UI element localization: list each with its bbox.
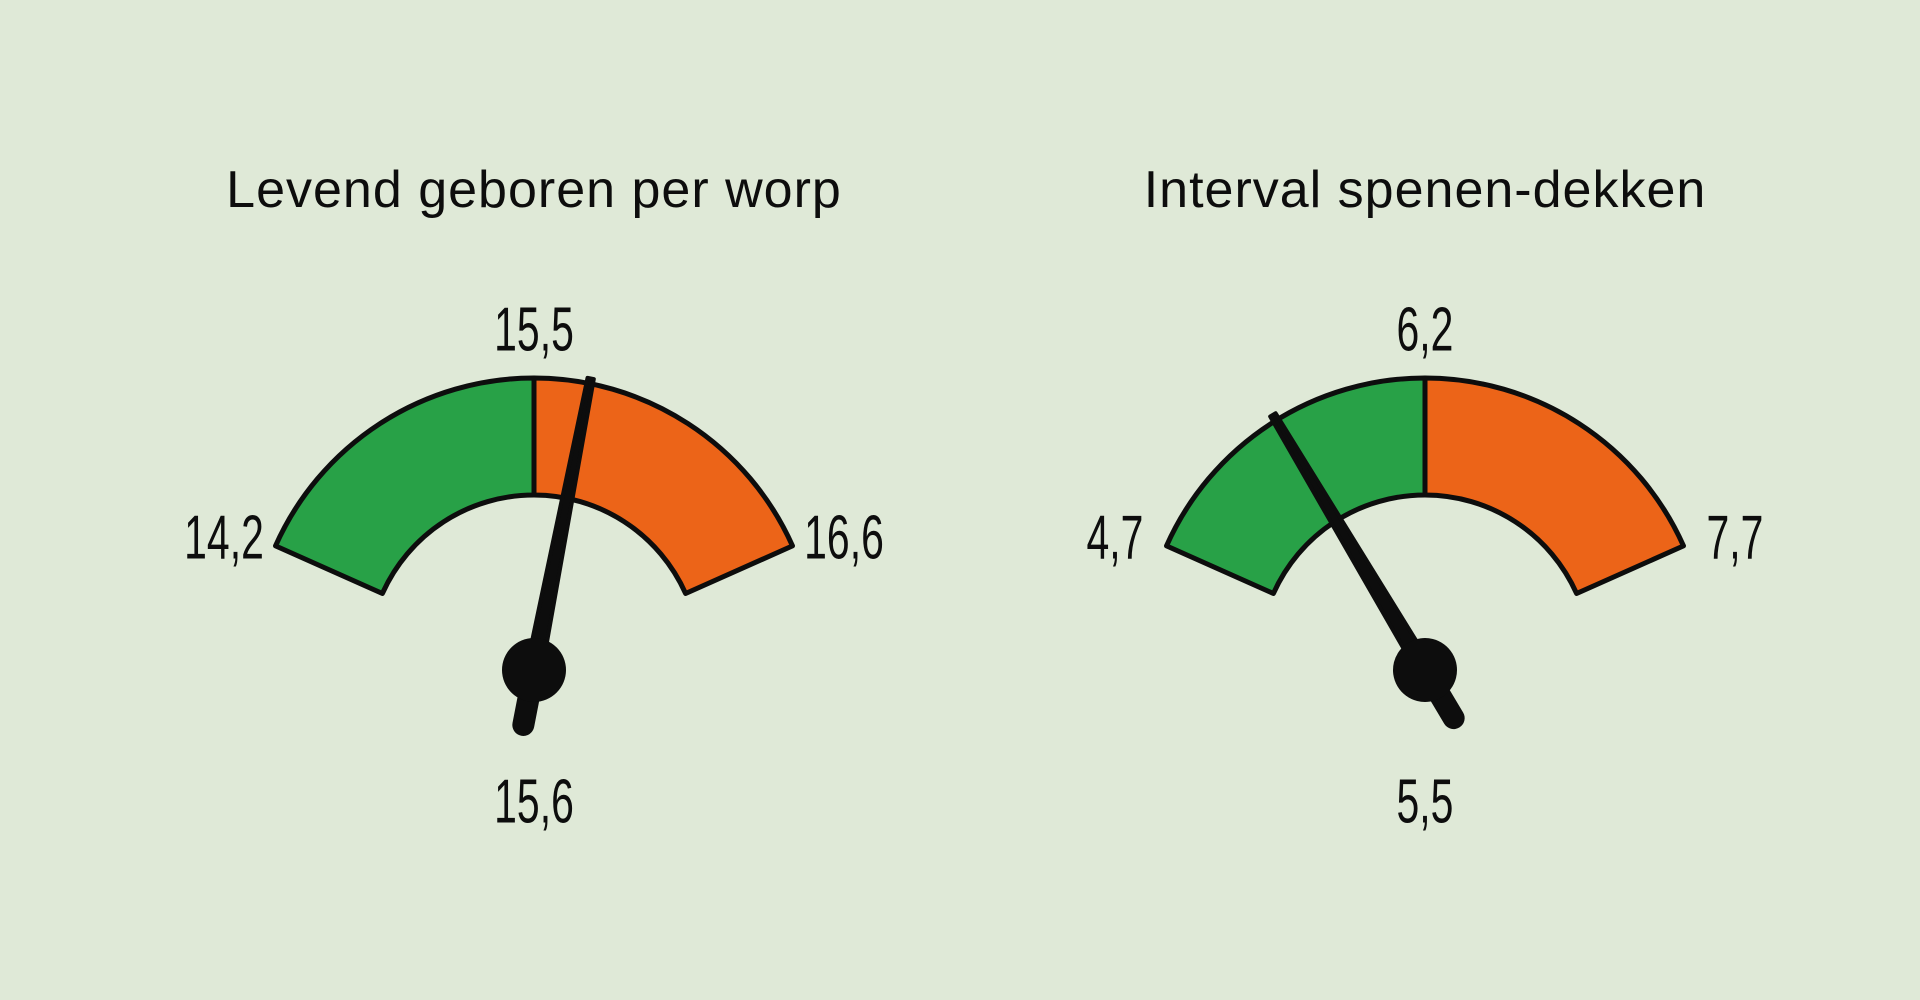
gauge-threshold-label: 6,2 [1396,295,1454,365]
gauge-title: Interval spenen-dekken [1143,161,1707,219]
needle-hub [502,638,566,702]
gauge-value-label: 5,5 [1396,767,1454,837]
gauge-green-segment [1164,375,1428,596]
gauge-interval-spenen-dekken: Interval spenen-dekken 4,7 6,2 7,7 5,5 [975,0,1875,1000]
gauge-min-label: 4,7 [1086,503,1144,573]
gauge-value-label: 15,6 [494,767,574,837]
gauge-orange-segment [1422,375,1686,596]
gauge-title: Levend geboren per worp [226,161,842,219]
gauge-orange-segment [531,375,795,596]
gauge-needle [1268,411,1465,730]
gauge-chart [273,375,795,736]
gauge-chart [1164,375,1686,730]
gauge-max-label: 7,7 [1706,503,1764,573]
gauge-green-segment [273,375,537,596]
gauge-needle [502,375,596,736]
gauge-min-label: 14,2 [184,503,264,573]
needle-hub [1393,638,1457,702]
gauge-max-label: 16,6 [804,503,884,573]
gauge-threshold-label: 15,5 [494,295,574,365]
gauge-levend-geboren-per-worp: Levend geboren per worp 14,2 15,5 16,6 1… [84,0,984,1000]
